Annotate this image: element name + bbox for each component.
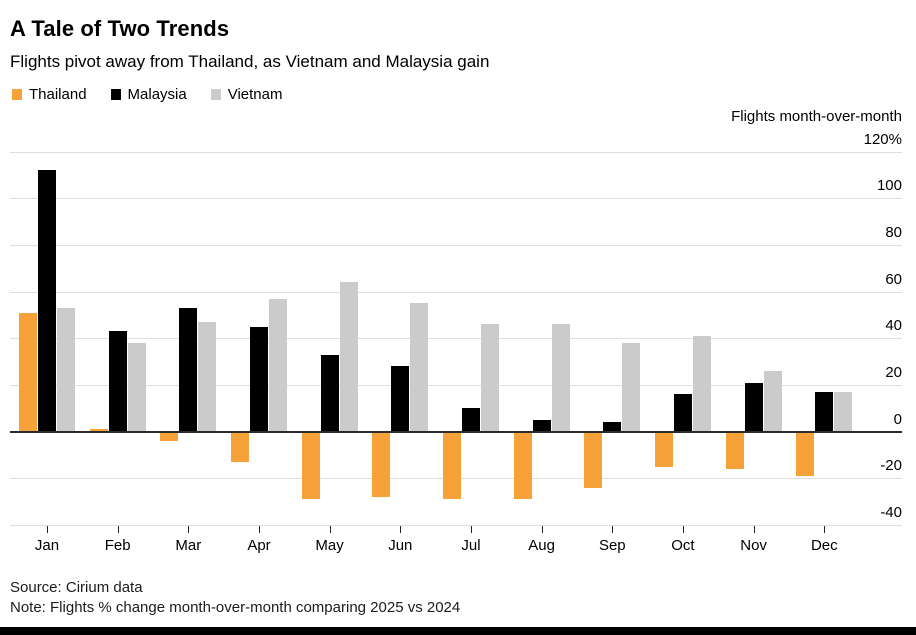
bar-malaysia-mar xyxy=(179,307,198,432)
bar-vietnam-jun xyxy=(410,303,429,432)
bar-vietnam-dec xyxy=(834,391,853,432)
bar-thailand-dec xyxy=(796,431,815,476)
y-axis-tick-label: 0 xyxy=(893,410,902,428)
x-axis-tick xyxy=(824,525,826,533)
bar-vietnam-aug xyxy=(551,324,570,432)
x-axis-tick-label: Mar xyxy=(175,537,202,554)
gridline-80 xyxy=(10,244,902,246)
bar-malaysia-nov xyxy=(744,382,763,432)
bar-malaysia-apr xyxy=(250,326,268,432)
note-text: Note: Flights % change month-over-month … xyxy=(10,599,461,616)
gridline-60 xyxy=(10,291,902,293)
x-axis-tick-label: Aug xyxy=(528,537,555,554)
x-axis-tick xyxy=(117,525,119,533)
source-text: Source: Cirium data xyxy=(10,579,143,596)
bar-malaysia-feb xyxy=(108,331,127,432)
y-axis-tick-label: 20 xyxy=(885,363,902,381)
gridline-20 xyxy=(10,384,902,386)
bar-malaysia-aug xyxy=(532,419,551,432)
x-axis-tick xyxy=(400,525,402,533)
bar-malaysia-oct xyxy=(673,394,692,432)
gridline-120 xyxy=(10,151,902,153)
bar-vietnam-apr xyxy=(269,298,287,432)
gridline--40 xyxy=(10,524,902,526)
chart-subtitle: Flights pivot away from Thailand, as Vie… xyxy=(10,52,490,71)
bar-vietnam-jan xyxy=(57,307,75,432)
legend: Thailand Malaysia Vietnam xyxy=(12,86,283,103)
x-axis-tick-label: Jun xyxy=(388,537,413,554)
footer-bar xyxy=(0,627,916,635)
gridline-40 xyxy=(10,338,902,340)
x-axis-tick xyxy=(541,525,543,533)
bar-vietnam-may xyxy=(339,282,358,432)
x-axis-tick xyxy=(188,525,190,533)
bar-thailand-may xyxy=(301,431,320,500)
bar-thailand-aug xyxy=(513,431,532,500)
x-axis-tick xyxy=(682,525,684,533)
bar-malaysia-dec xyxy=(815,391,834,432)
bar-malaysia-may xyxy=(320,354,339,432)
y-axis-tick-label: 120% xyxy=(863,130,902,148)
zero-baseline xyxy=(10,430,902,433)
x-axis-tick-label: Sep xyxy=(598,537,626,554)
legend-swatch-vietnam xyxy=(210,89,221,100)
y-axis-tick-label: 40 xyxy=(885,317,902,335)
x-axis-tick-label: May xyxy=(315,537,344,554)
bar-thailand-jun xyxy=(372,431,391,497)
legend-item-malaysia: Malaysia xyxy=(110,86,187,103)
y-axis-tick-label: 80 xyxy=(885,223,902,241)
legend-swatch-thailand xyxy=(12,89,22,100)
x-axis-tick xyxy=(47,525,48,533)
bar-malaysia-jan xyxy=(38,170,56,432)
bar-thailand-apr xyxy=(231,431,249,462)
x-axis-tick-label: Feb xyxy=(104,537,131,554)
x-axis-tick-label: Nov xyxy=(740,537,767,554)
x-axis-tick-label: Apr xyxy=(247,537,271,554)
x-axis-tick xyxy=(329,525,331,533)
bar-malaysia-jul xyxy=(462,408,480,432)
bar-malaysia-sep xyxy=(603,422,622,432)
legend-label: Vietnam xyxy=(227,86,283,103)
bar-thailand-oct xyxy=(654,431,673,467)
bar-thailand-nov xyxy=(725,431,744,469)
y-axis-tick-label: -40 xyxy=(880,503,902,521)
x-axis-tick xyxy=(753,525,755,533)
y-axis-tick-label: 60 xyxy=(885,270,902,288)
bar-malaysia-jun xyxy=(391,366,410,432)
x-axis-tick xyxy=(259,525,260,533)
bar-vietnam-jul xyxy=(481,324,499,432)
bar-vietnam-mar xyxy=(198,321,217,432)
gridline-100 xyxy=(10,198,902,200)
x-axis-tick-label: Jan xyxy=(34,537,60,554)
bar-thailand-sep xyxy=(584,431,603,488)
bar-vietnam-oct xyxy=(692,335,711,432)
legend-label: Malaysia xyxy=(127,86,187,103)
legend-swatch-malaysia xyxy=(110,89,121,100)
x-axis-tick-label: Dec xyxy=(810,537,838,554)
legend-item-thailand: Thailand xyxy=(12,86,87,103)
bar-thailand-mar xyxy=(160,431,179,441)
x-axis-tick-label: Oct xyxy=(671,537,695,554)
y-axis-tick-label: -20 xyxy=(880,457,902,475)
y-axis-tick-label: 100 xyxy=(876,177,902,195)
x-axis-tick xyxy=(471,525,472,533)
y-axis-title: Flights month-over-month xyxy=(731,108,902,125)
x-axis-tick xyxy=(612,525,614,533)
bar-thailand-jul xyxy=(443,431,461,500)
chart-title: A Tale of Two Trends xyxy=(10,16,230,41)
bar-vietnam-sep xyxy=(622,342,641,432)
bar-vietnam-nov xyxy=(763,370,782,432)
legend-item-vietnam: Vietnam xyxy=(210,86,283,103)
x-axis-tick-label: Jul xyxy=(461,537,481,554)
legend-label: Thailand xyxy=(29,86,87,103)
bar-thailand-feb xyxy=(89,429,108,432)
bar-vietnam-feb xyxy=(127,342,146,432)
bar-thailand-jan xyxy=(19,312,37,432)
